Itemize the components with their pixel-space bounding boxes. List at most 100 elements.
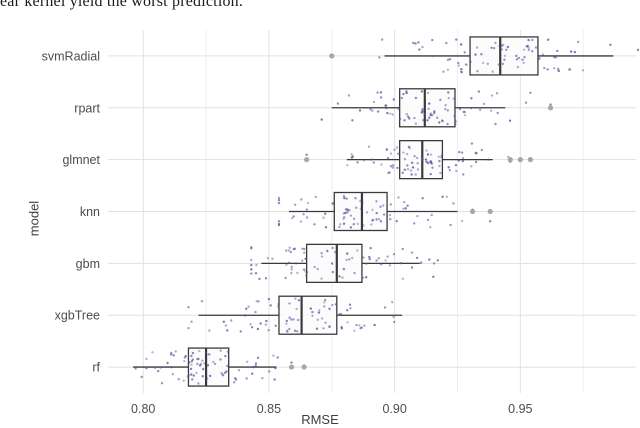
jitter-point [375,218,378,221]
jitter-point [190,320,193,323]
jitter-point [406,164,409,167]
jitter-point [324,226,328,229]
jitter-point [379,220,383,223]
y-axis-label-gbm: gbm [76,257,100,271]
jitter-point [431,54,434,58]
jitter-point [305,153,308,156]
jitter-point [376,110,380,113]
box-xgbTree [278,295,338,335]
jitter-point [295,307,298,311]
jitter-point [313,265,316,269]
jitter-point [384,104,387,107]
jitter-point [397,196,400,199]
y-axis-label-knn: knn [80,205,100,219]
jitter-point [531,50,534,53]
jitter-point [287,249,291,252]
jitter-point [277,196,281,200]
jitter-point [266,257,269,260]
jitter-point [460,68,463,71]
jitter-point [291,216,294,220]
jitter-point [507,155,510,159]
jitter-point [166,361,169,365]
jitter-point [249,323,252,326]
jitter-point [272,354,275,357]
x-tick-label: 0.90 [382,402,406,416]
jitter-point [419,261,423,264]
jitter-point [413,116,416,120]
jitter-point [396,166,399,170]
jitter-point [140,375,143,379]
jitter-point [239,330,242,333]
jitter-point [213,362,217,366]
jitter-point [503,58,506,61]
jitter-point [577,40,580,44]
jitter-point [334,303,338,306]
jitter-point [342,194,346,198]
jitter-point [556,49,559,53]
jitter-point [421,119,425,122]
jitter-point [523,55,526,59]
jitter-point [546,68,549,71]
jitter-point [268,370,271,373]
jitter-point [389,152,393,155]
jitter-point [494,122,497,126]
jitter-point [352,217,356,220]
jitter-point [356,222,359,226]
jitter-point [426,91,430,95]
box-svmRadial [469,36,539,76]
jitter-point [525,45,528,48]
jitter-point [226,350,230,353]
jitter-point [285,322,288,325]
jitter-point [353,271,356,275]
jitter-point [426,153,430,156]
jitter-point [250,246,253,249]
jitter-point [454,164,458,167]
jitter-point [304,257,307,261]
jitter-point [356,249,359,252]
jitter-point [481,61,485,65]
jitter-point [233,381,236,384]
jitter-point [397,152,400,155]
jitter-point [225,370,228,373]
jitter-point [199,362,203,366]
jitter-point [494,41,497,45]
jitter-point [346,211,349,214]
jitter-point [392,98,395,101]
jitter-point [208,374,212,378]
jitter-point [201,359,204,362]
jitter-point [351,119,354,122]
jitter-point [411,166,415,169]
jitter-point [303,247,306,251]
jitter-point [187,326,190,330]
jitter-point [352,223,355,226]
jitter-point [393,148,396,151]
jitter-point [436,116,439,120]
jitter-point [187,306,190,309]
jitter-point [297,318,300,322]
jitter-point [254,362,258,365]
jitter-point [538,57,541,60]
jitter-point [379,205,382,208]
jitter-point [351,256,354,260]
jitter-point [439,171,442,175]
jitter-point [223,371,227,375]
jitter-point [455,169,458,173]
jitter-point [198,364,202,367]
jitter-point [408,117,411,120]
jitter-point [359,199,362,203]
jitter-point [297,299,301,302]
jitter-point [549,103,552,106]
jitter-point [342,212,345,215]
jitter-point [442,70,445,73]
jitter-point [348,303,352,306]
jitter-point [342,268,346,271]
jitter-point [386,255,389,258]
jitter-point [372,100,376,104]
jitter-point [438,159,441,163]
jitter-point [389,203,392,206]
jitter-point [414,96,418,100]
jitter-point [254,364,257,367]
jitter-point [247,305,250,308]
jitter-point [461,157,465,160]
